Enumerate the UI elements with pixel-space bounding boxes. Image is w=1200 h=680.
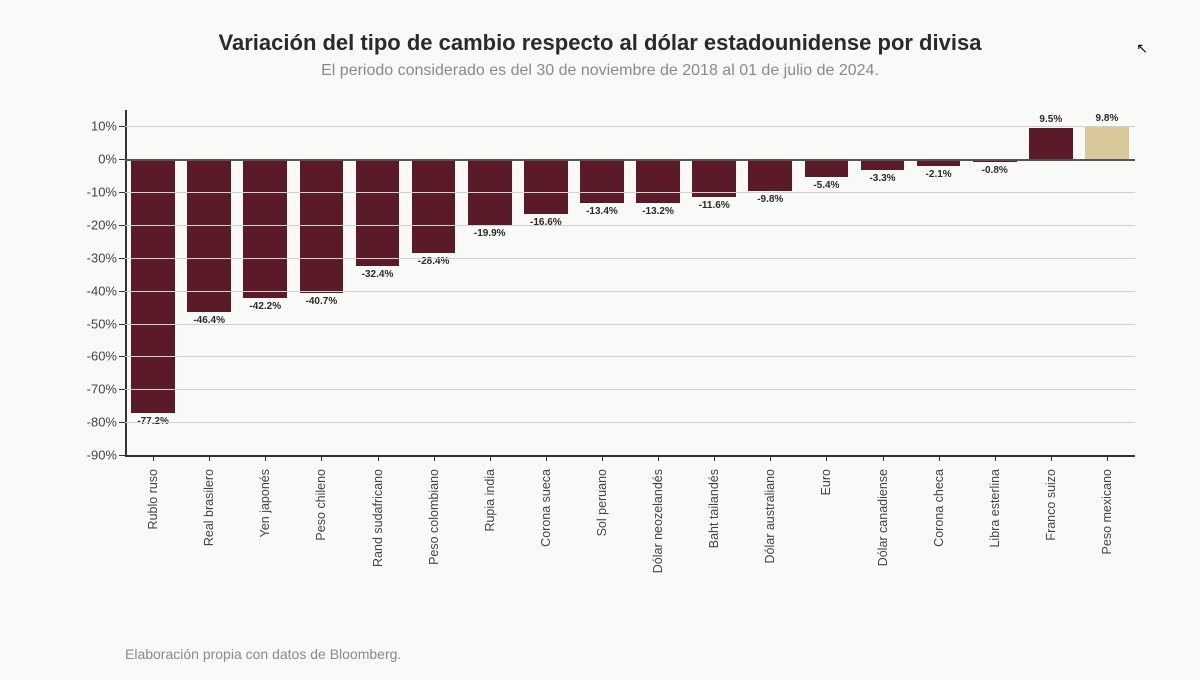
x-tick (434, 455, 435, 461)
bar-value-label: -16.6% (530, 217, 562, 228)
x-axis-label: Libra esterlina (988, 469, 1002, 548)
bar-value-label: -32.4% (362, 269, 394, 280)
x-tick (995, 455, 996, 461)
x-tick (826, 455, 827, 461)
grid-line (125, 324, 1135, 325)
grid-line (125, 225, 1135, 226)
x-axis-label: Sol peruano (595, 469, 609, 536)
grid-line (125, 192, 1135, 193)
x-axis-label: Dólar australiano (763, 469, 777, 564)
x-tick (153, 455, 154, 461)
x-axis-labels: Rublo ruso Real brasilero Yen japonés Peso … (125, 455, 1135, 655)
grid-line (125, 356, 1135, 357)
bar-value-label: -13.2% (642, 206, 674, 217)
bar-value-label: -40.7% (306, 296, 338, 307)
x-axis-label: Corona checa (932, 469, 946, 547)
x-axis-label: Yen japonés (258, 469, 272, 537)
x-tick (378, 455, 379, 461)
plot-area: -77.2%-46.4%-42.2%-40.7%-32.4%-28.4%-19.… (125, 110, 1135, 455)
x-tick (602, 455, 603, 461)
x-axis-label: Dólar neozelandés (651, 469, 665, 573)
y-tick-label: -20% (87, 218, 125, 233)
x-tick (490, 455, 491, 461)
x-tick (714, 455, 715, 461)
x-tick (321, 455, 322, 461)
y-tick-label: -70% (87, 382, 125, 397)
bar (1029, 128, 1073, 159)
x-axis-label: Franco suizo (1044, 469, 1058, 541)
x-axis-label: Dólar canadiense (876, 469, 890, 566)
x-axis-label: Rupia india (483, 469, 497, 532)
bar-value-label: -2.1% (926, 169, 952, 180)
bar-value-label: -42.2% (249, 301, 281, 312)
y-tick-label: -10% (87, 185, 125, 200)
grid-line (125, 422, 1135, 423)
y-tick-label: -50% (87, 316, 125, 331)
x-tick (770, 455, 771, 461)
chart-title: Variación del tipo de cambio respecto al… (50, 30, 1150, 56)
source-note: Elaboración propia con datos de Bloomber… (125, 646, 401, 662)
cursor-icon: ↖ (1136, 40, 1148, 57)
bar-value-label: 9.8% (1096, 113, 1119, 124)
x-tick (658, 455, 659, 461)
x-axis-label: Peso colombiano (427, 469, 441, 565)
bar-value-label: 9.5% (1039, 114, 1062, 125)
x-axis-label: Rand sudafricano (371, 469, 385, 567)
bar (861, 159, 905, 170)
zero-line (125, 159, 1135, 161)
x-tick (1051, 455, 1052, 461)
y-tick-label: -60% (87, 349, 125, 364)
x-axis-label: Peso mexicano (1100, 469, 1114, 554)
x-axis-label: Peso chileno (314, 469, 328, 541)
x-axis-label: Euro (819, 469, 833, 495)
bar (524, 159, 568, 214)
bar (1085, 127, 1129, 159)
y-tick-label: 10% (91, 119, 125, 134)
grid-line (125, 389, 1135, 390)
bar (636, 159, 680, 202)
grid-line (125, 291, 1135, 292)
bar (580, 159, 624, 203)
grid-line (125, 126, 1135, 127)
bar (805, 159, 849, 177)
y-tick-label: -40% (87, 283, 125, 298)
grid-line (125, 258, 1135, 259)
x-tick (1107, 455, 1108, 461)
y-tick-label: -80% (87, 415, 125, 430)
x-tick (265, 455, 266, 461)
bar (748, 159, 792, 191)
x-axis-label: Corona sueca (539, 469, 553, 547)
bar (300, 159, 344, 293)
chart-subtitle: El periodo considerado es del 30 de novi… (50, 62, 1150, 80)
x-tick (939, 455, 940, 461)
chart-container: Variación del tipo de cambio respecto al… (0, 0, 1200, 680)
x-axis-label: Baht tailandés (707, 469, 721, 548)
bar (412, 159, 456, 252)
y-tick-label: -90% (87, 448, 125, 463)
bar (131, 159, 175, 413)
bar (356, 159, 400, 265)
x-tick (546, 455, 547, 461)
bar-value-label: -5.4% (813, 180, 839, 191)
y-tick-label: -30% (87, 250, 125, 265)
bar-value-label: -13.4% (586, 206, 618, 217)
bar-value-label: -0.8% (982, 165, 1008, 176)
bar-value-label: -19.9% (474, 228, 506, 239)
bar (243, 159, 287, 298)
x-axis-label: Real brasilero (202, 469, 216, 546)
bar-value-label: -9.8% (757, 194, 783, 205)
bars-group: -77.2%-46.4%-42.2%-40.7%-32.4%-28.4%-19.… (125, 110, 1135, 455)
x-axis-label: Rublo ruso (146, 469, 160, 529)
bar-value-label: -11.6% (699, 200, 730, 211)
x-tick (883, 455, 884, 461)
x-tick (209, 455, 210, 461)
y-tick-label: 0% (98, 152, 125, 167)
bar-value-label: -3.3% (869, 173, 895, 184)
bar (187, 159, 231, 311)
